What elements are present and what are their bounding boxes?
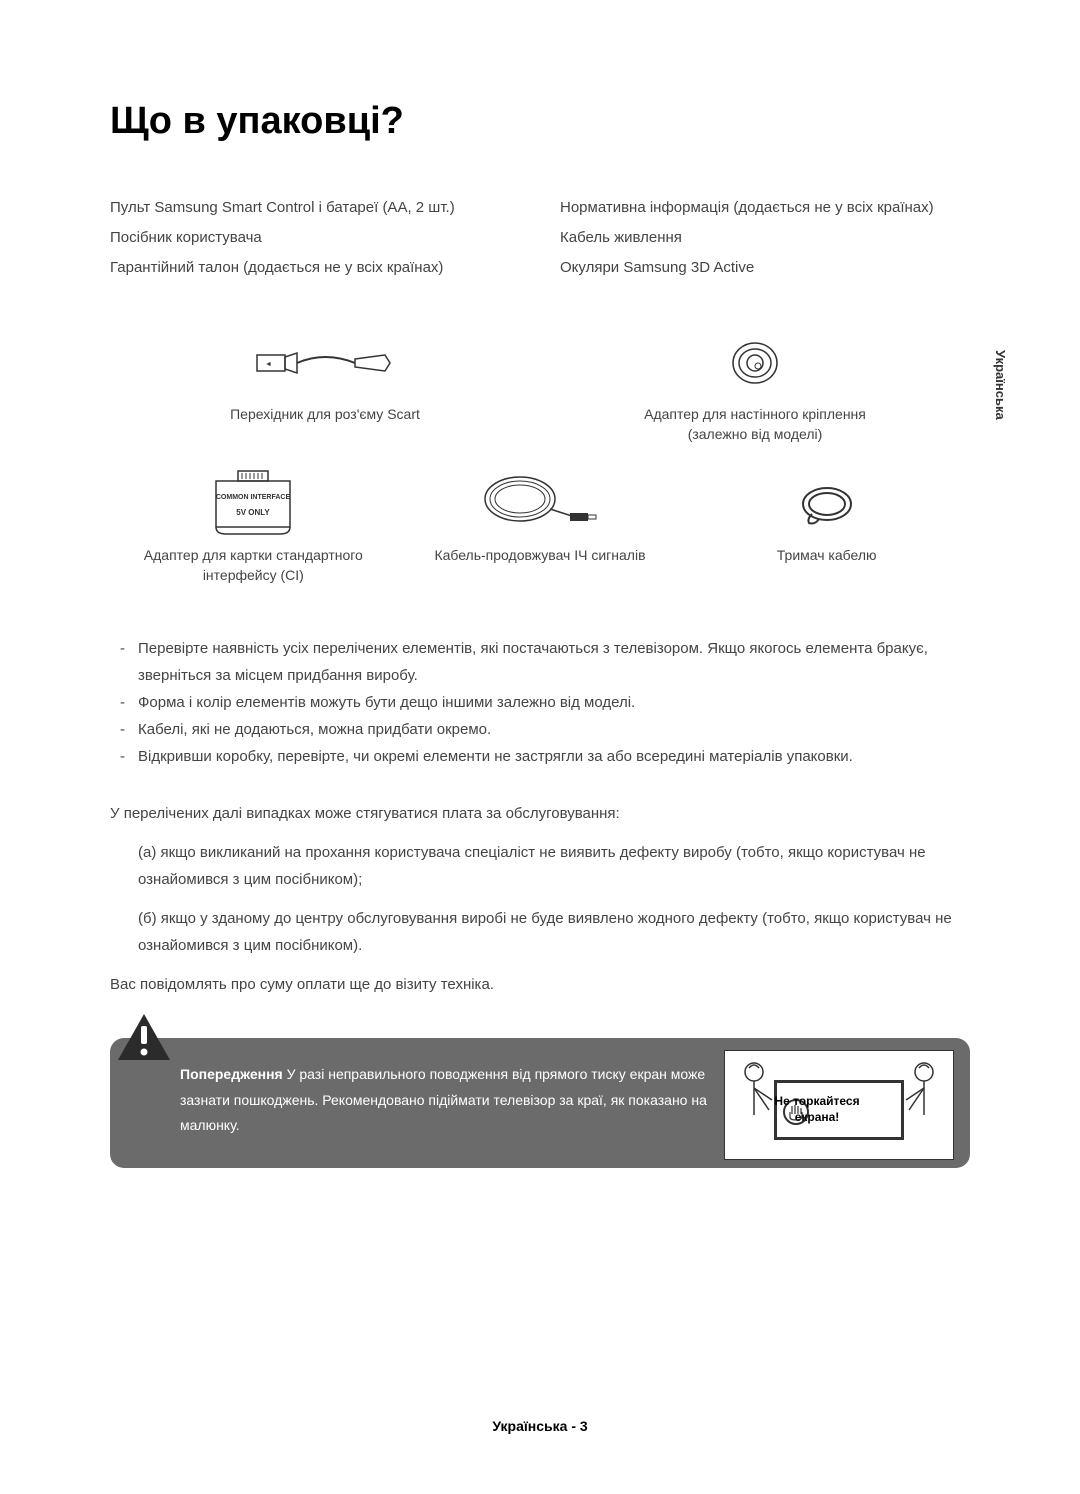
note-item: Відкривши коробку, перевірте, чи окремі … [110, 743, 970, 770]
warning-illustration: Не торкайтеся екрана! [724, 1050, 954, 1160]
ci-adapter-icon: COMMON INTERFACE 5V ONLY [208, 474, 298, 534]
icon-caption: Адаптер для настінного кріплення (залежн… [644, 405, 866, 444]
warning-box: Попередження У разі неправильного поводж… [110, 1038, 970, 1168]
ci-adapter-icon-block: COMMON INTERFACE 5V ONLY Адаптер для кар… [113, 474, 393, 585]
service-outro: Вас повідомлять про суму оплати ще до ві… [110, 971, 970, 998]
service-intro: У перелічених далі випадках може стягува… [110, 800, 970, 827]
item-line: Кабель живлення [560, 223, 970, 253]
icons-row: ◄ Перехідник для роз'єму Scart А [110, 333, 970, 444]
item-line: Окуляри Samsung 3D Active [560, 253, 970, 283]
scart-adapter-icon-block: ◄ Перехідник для роз'єму Scart [185, 333, 465, 425]
cable-holder-icon [797, 474, 857, 534]
page-title: Що в упаковці? [110, 100, 970, 143]
note-item: Перевірте наявність усіх перелічених еле… [110, 635, 970, 689]
scart-adapter-icon: ◄ [255, 333, 395, 393]
warning-text: Попередження У разі неправильного поводж… [180, 1062, 720, 1138]
icons-row: COMMON INTERFACE 5V ONLY Адаптер для кар… [110, 474, 970, 585]
note-item: Форма і колір елементів можуть бути дещо… [110, 689, 970, 716]
manual-page: Що в упаковці? Українська Пульт Samsung … [0, 0, 1080, 1494]
wall-mount-adapter-icon [730, 333, 780, 393]
item-line: Пульт Samsung Smart Control і батареї (A… [110, 193, 520, 223]
warning-triangle-icon [116, 1012, 172, 1067]
icon-caption: Тримач кабелю [777, 546, 877, 566]
item-line: Нормативна інформація (додається не у вс… [560, 193, 970, 223]
illustration-line2: екрана! [795, 1110, 840, 1124]
item-line: Гарантійний талон (додається не у всіх к… [110, 253, 520, 283]
svg-text:◄: ◄ [265, 361, 272, 368]
language-side-tab: Українська [993, 350, 1008, 420]
ci-label-top: COMMON INTERFACE [216, 494, 291, 501]
illustration-line1: Не торкайтеся [774, 1094, 859, 1108]
icon-caption: Адаптер для картки стандартного інтерфей… [113, 546, 393, 585]
ir-cable-icon-block: Кабель-продовжувач ІЧ сигналів [400, 474, 680, 566]
accessories-icons: ◄ Перехідник для роз'єму Scart А [110, 333, 970, 585]
person-right-icon [904, 1060, 944, 1150]
wall-mount-adapter-icon-block: Адаптер для настінного кріплення (залежн… [615, 333, 895, 444]
package-items-columns: Пульт Samsung Smart Control і батареї (A… [110, 193, 970, 283]
note-item: Кабелі, які не додаються, можна придбати… [110, 716, 970, 743]
item-line: Посібник користувача [110, 223, 520, 253]
ci-label-bottom: 5V ONLY [237, 508, 271, 517]
illustration-label: Не торкайтеся екрана! [767, 1094, 867, 1125]
icon-caption: Перехідник для роз'єму Scart [230, 405, 420, 425]
icon-caption: Кабель-продовжувач ІЧ сигналів [434, 546, 645, 566]
service-case-b: (б) якщо у зданому до центру обслуговува… [110, 905, 970, 959]
service-case-a: (а) якщо викликаний на прохання користув… [110, 839, 970, 893]
notes-list: Перевірте наявність усіх перелічених еле… [110, 635, 970, 770]
right-items-column: Нормативна інформація (додається не у вс… [560, 193, 970, 283]
ir-cable-icon [480, 474, 600, 534]
warning-label: Попередження [180, 1066, 283, 1082]
cable-holder-icon-block: Тримач кабелю [687, 474, 967, 566]
left-items-column: Пульт Samsung Smart Control і батареї (A… [110, 193, 520, 283]
page-footer: Українська - 3 [0, 1418, 1080, 1434]
